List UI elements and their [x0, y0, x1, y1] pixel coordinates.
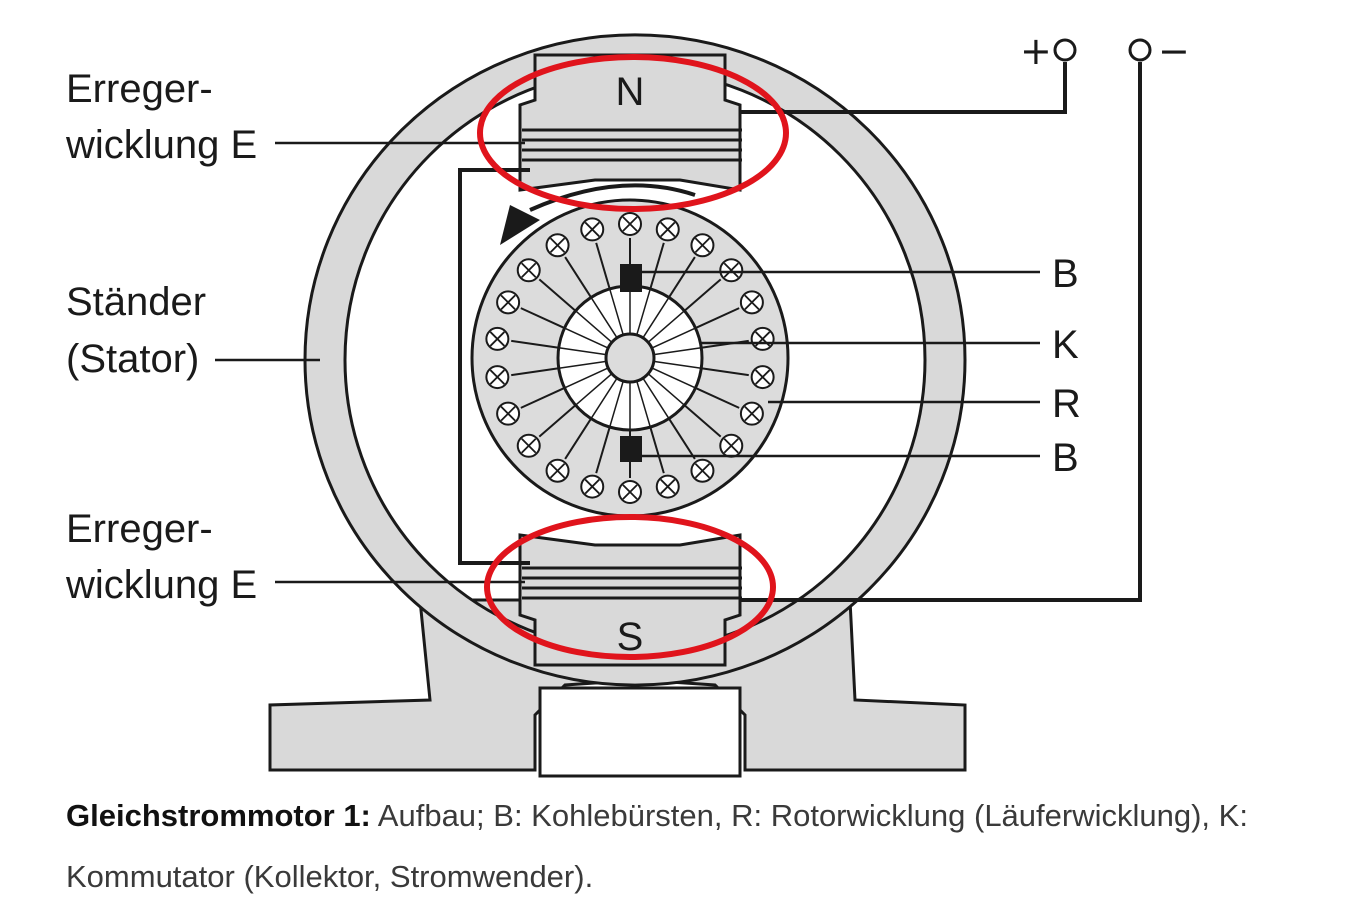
terminal-minus [1128, 38, 1152, 62]
highlight-ellipse-bottom [484, 514, 776, 660]
rotor-conductor [719, 433, 744, 458]
rotor-spoke [595, 242, 611, 290]
rotor-conductor [690, 458, 715, 483]
rotor-conductor [516, 433, 541, 458]
rotor-conductor [545, 233, 570, 258]
commutator-segment [564, 367, 609, 389]
commutator-segment [564, 327, 609, 349]
rotor-spoke [538, 404, 577, 438]
base-slot [538, 686, 742, 778]
rotor-spoke [564, 256, 592, 298]
label-excitation-top-line1: Erreger- [66, 67, 213, 111]
label-stator-line2: (Stator) [66, 337, 199, 381]
label-commutator: K [1052, 323, 1079, 367]
rotor-conductor [750, 326, 775, 351]
rotor-spoke [668, 256, 696, 298]
commutator-segment [636, 380, 652, 428]
excitation-winding-bottom [522, 566, 742, 600]
rotor-conductors [485, 212, 775, 504]
rotor-spoke [695, 307, 740, 329]
commutator-segment [608, 380, 624, 428]
rotor-conductor [485, 365, 510, 390]
label-rotor-winding: R [1052, 382, 1081, 426]
label-terminal-plus: + [1020, 29, 1052, 73]
label-stator-line1: Ständer [66, 280, 206, 324]
rotor-spoke [701, 367, 749, 377]
commutator-segments [558, 286, 702, 430]
commutator-segment [642, 297, 670, 339]
rotor-conductor [739, 290, 764, 315]
brush-bottom [620, 436, 642, 462]
rotor-spoke [520, 387, 565, 409]
rotor-spoke [538, 278, 577, 312]
dc-motor-diagram: Erreger- wicklung E Ständer (Stator) Err… [65, 29, 1190, 778]
excitation-winding-top [522, 128, 742, 162]
rotor-spoke [695, 387, 740, 409]
shaft [604, 332, 656, 384]
commutator-segment [651, 327, 696, 349]
commutator-segment [636, 288, 652, 336]
terminal-plus [1053, 38, 1077, 62]
commutator-segment [590, 297, 618, 339]
label-excitation-bottom-line2: wicklung E [65, 563, 257, 607]
commutator-segment [653, 347, 702, 356]
rotor-conductor [580, 217, 605, 242]
commutator-segment [647, 310, 685, 343]
rotor-conductor [719, 258, 744, 283]
caption-title: Gleichstrommotor 1: [66, 798, 371, 833]
rotor-spoke [564, 418, 592, 460]
commutator-segment [575, 373, 613, 406]
rotation-arrow [529, 183, 696, 212]
commutator-segment [590, 377, 618, 419]
rotor-conductor [618, 212, 642, 236]
commutator-segment [558, 347, 607, 356]
rotor-spoke [511, 367, 559, 377]
pole-north [518, 53, 742, 192]
rotor-spoke [649, 426, 665, 474]
rotor-conductor [580, 474, 605, 499]
commutator-segment [647, 373, 685, 406]
commutator-segment [642, 377, 670, 419]
label-pole-north: N [616, 70, 645, 114]
rotor-spoke [649, 242, 665, 290]
rotor-conductor [739, 401, 764, 426]
rotor-conductor [496, 290, 521, 315]
rotor-conductor [655, 217, 680, 242]
label-brush-bottom: B [1052, 436, 1079, 480]
caption-text: Aufbau; B: Kohlebürsten, R: Rotorwicklun… [66, 798, 1248, 894]
commutator-segment [558, 360, 607, 369]
commutator-segment [651, 367, 696, 389]
rotor-spoke [683, 404, 722, 438]
rotor-conductor [750, 365, 775, 390]
label-brush-top: B [1052, 252, 1079, 296]
commutator-segment [575, 310, 613, 343]
rotor-spoke [595, 426, 611, 474]
figure-caption: Gleichstrommotor 1: Aufbau; B: Kohlebürs… [66, 785, 1336, 907]
label-excitation-bottom-line1: Erreger- [66, 507, 213, 551]
commutator-segment [608, 288, 624, 336]
rotor-conductor [516, 258, 541, 283]
commutator-segment [653, 360, 702, 369]
rotor-conductor [545, 458, 570, 483]
brush-top [620, 264, 642, 292]
rotor-spoke [511, 339, 559, 349]
rotor-conductor [690, 233, 715, 258]
highlight-ellipse-top [477, 54, 789, 212]
rotor-conductor [655, 474, 680, 499]
rotor-conductor [485, 326, 510, 351]
rotor-spoke [520, 307, 565, 329]
rotation-arrow-head [500, 205, 540, 245]
rotor-spoke [668, 418, 696, 460]
rotor-conductor [496, 401, 521, 426]
label-excitation-top-line2: wicklung E [65, 123, 257, 167]
rotor-conductor [618, 480, 642, 504]
rotor-spoke [683, 278, 722, 312]
label-pole-south: S [617, 615, 644, 659]
label-terminal-minus: − [1158, 29, 1190, 73]
